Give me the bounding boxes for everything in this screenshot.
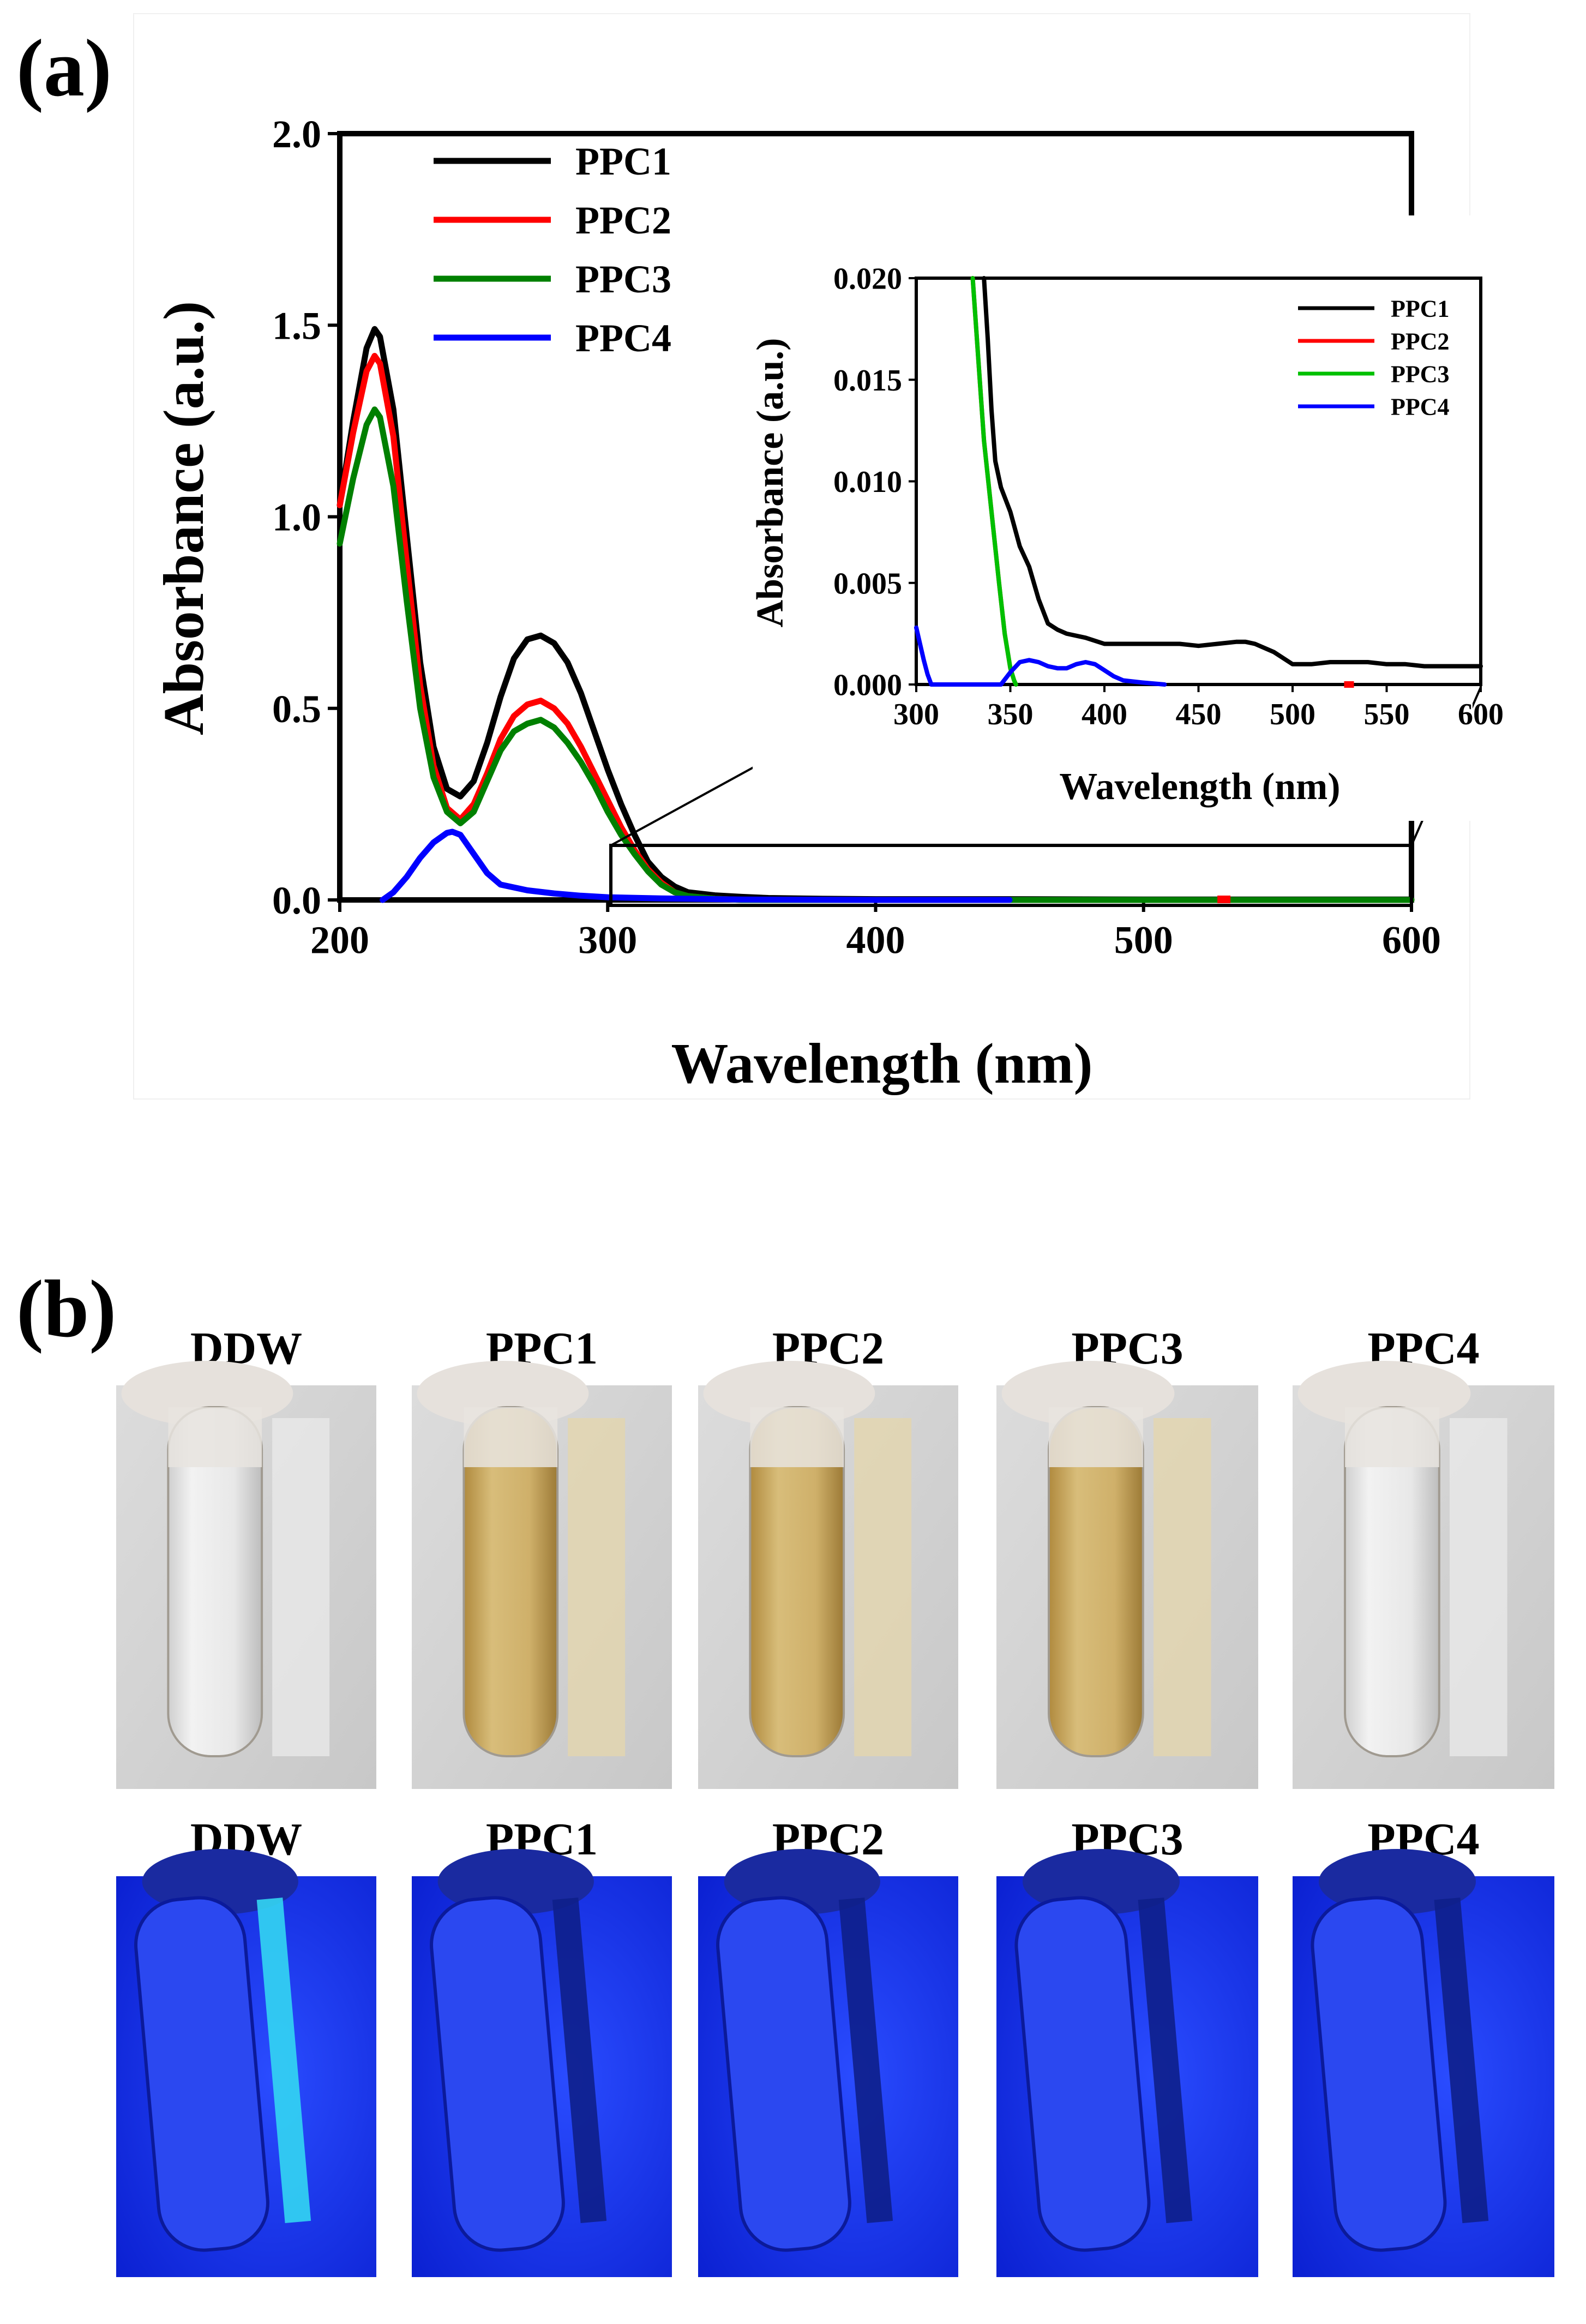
series-line-ppc1 xyxy=(982,276,1483,669)
inset-y-tick-label: 0.015 xyxy=(833,364,902,398)
legend-label-ppc3: PPC3 xyxy=(1391,361,1450,387)
photo-daylight-ppc2 xyxy=(698,1361,958,1789)
tube-reflection xyxy=(1154,1418,1211,1756)
tube-reflection xyxy=(854,1418,912,1756)
legend-label-ppc2: PPC2 xyxy=(575,199,671,242)
zoom-box xyxy=(609,844,1413,907)
tube-shadow-stripe xyxy=(1138,1897,1193,2224)
ppc2-baseline-marker xyxy=(1217,896,1231,903)
tube-shadow-stripe xyxy=(1434,1897,1489,2224)
tube-headspace xyxy=(750,1407,844,1467)
panel-b-label: (b) xyxy=(16,1264,116,1354)
inset-x-tick-label: 500 xyxy=(1270,698,1315,731)
inset-x-tick-label: 600 xyxy=(1458,698,1504,731)
main-y-tick-label: 0.0 xyxy=(272,879,321,922)
photo-uv-ppc2 xyxy=(698,1849,958,2277)
legend-label-ppc1: PPC1 xyxy=(575,140,671,183)
photo-uv-ppc4 xyxy=(1293,1849,1554,2277)
test-tube xyxy=(134,1896,269,2252)
inset-y-tick-label: 0.010 xyxy=(833,465,902,499)
series-line-ppc3 xyxy=(970,276,1018,687)
panel-a-label: (a) xyxy=(16,23,112,113)
legend-label-ppc1: PPC1 xyxy=(1391,295,1450,322)
tube-headspace xyxy=(464,1407,558,1467)
main-plot-series xyxy=(337,326,1415,903)
photo-daylight-ppc1 xyxy=(412,1361,672,1789)
photo-daylight-ppc3 xyxy=(996,1361,1258,1789)
inset-background xyxy=(753,215,1473,821)
main-plot-legend: PPC1 PPC2 PPC3 PPC4 xyxy=(434,140,671,360)
photo-uv-ppc1 xyxy=(412,1849,672,2277)
inset-x-axis-label: Wavelength (nm) xyxy=(1059,766,1340,808)
inset-x-tick-label: 550 xyxy=(1364,698,1410,731)
inset-y-tick-label: 0.005 xyxy=(833,567,902,600)
main-x-tick-label: 600 xyxy=(1382,918,1441,962)
inset-x-tick-label: 400 xyxy=(1082,698,1127,731)
tube-headspace xyxy=(168,1407,262,1467)
tube-shadow-stripe xyxy=(256,1897,311,2224)
tube-headspace xyxy=(1345,1407,1439,1467)
main-y-tick-label: 1.0 xyxy=(272,496,321,539)
inset-x-tick-label: 450 xyxy=(1176,698,1222,731)
main-y-tick-label: 2.0 xyxy=(272,112,321,156)
tube-headspace xyxy=(1049,1407,1143,1467)
series-line-ppc3 xyxy=(337,406,1415,903)
main-x-tick-label: 500 xyxy=(1114,918,1173,962)
tube-shadow-stripe xyxy=(838,1897,893,2224)
test-tube xyxy=(1311,1896,1447,2252)
inset-plot-frame xyxy=(909,277,1482,692)
tube-reflection xyxy=(272,1418,330,1756)
inset-x-tick-label: 300 xyxy=(893,698,939,731)
tube-shadow-stripe xyxy=(552,1897,607,2224)
test-tube xyxy=(1014,1896,1151,2252)
test-tube xyxy=(716,1896,851,2252)
series-line-ppc4 xyxy=(914,625,1167,687)
main-y-axis-label: Absorbance (a.u.) xyxy=(152,301,215,735)
inset-ppc2-marker xyxy=(1344,681,1354,688)
legend-label-ppc2: PPC2 xyxy=(1391,328,1450,355)
photo-uv-ppc3 xyxy=(996,1849,1258,2277)
test-tube xyxy=(430,1896,565,2252)
series-line-ppc4 xyxy=(380,828,1013,903)
main-y-tick-label: 0.5 xyxy=(272,687,321,731)
main-x-tick-label: 300 xyxy=(578,918,637,962)
inset-x-tick-label: 350 xyxy=(988,698,1034,731)
photo-uv-ddw xyxy=(116,1849,376,2277)
main-x-tick-label: 400 xyxy=(846,918,905,962)
main-x-tick-label: 200 xyxy=(310,918,369,962)
inset-y-tick-label: 0.020 xyxy=(833,262,902,296)
legend-label-ppc3: PPC3 xyxy=(575,257,671,301)
tube-reflection xyxy=(568,1418,626,1756)
main-plot-tick-labels: 200 300 400 500 600 0.0 0.5 1.0 1.5 2.0 xyxy=(272,112,1441,962)
legend-label-ppc4: PPC4 xyxy=(1391,393,1450,420)
inset-plot-legend: PPC1 PPC2 PPC3 PPC4 xyxy=(1298,295,1450,420)
inset-plot-tick-labels: 300 350 400 450 500 550 600 0.000 0.005 0.010 0.01… xyxy=(833,262,1504,731)
photo-daylight-ppc4 xyxy=(1293,1361,1554,1789)
legend-label-ppc4: PPC4 xyxy=(575,316,671,360)
tube-reflection xyxy=(1450,1418,1507,1756)
inset-plot-series xyxy=(914,276,1483,688)
main-x-axis-label: Wavelength (nm) xyxy=(671,1031,1093,1095)
inset-y-axis-label: Absorbance (a.u.) xyxy=(749,338,791,628)
main-y-tick-label: 1.5 xyxy=(272,304,321,347)
photo-daylight-ddw xyxy=(116,1361,376,1789)
inset-y-tick-label: 0.000 xyxy=(833,669,902,702)
